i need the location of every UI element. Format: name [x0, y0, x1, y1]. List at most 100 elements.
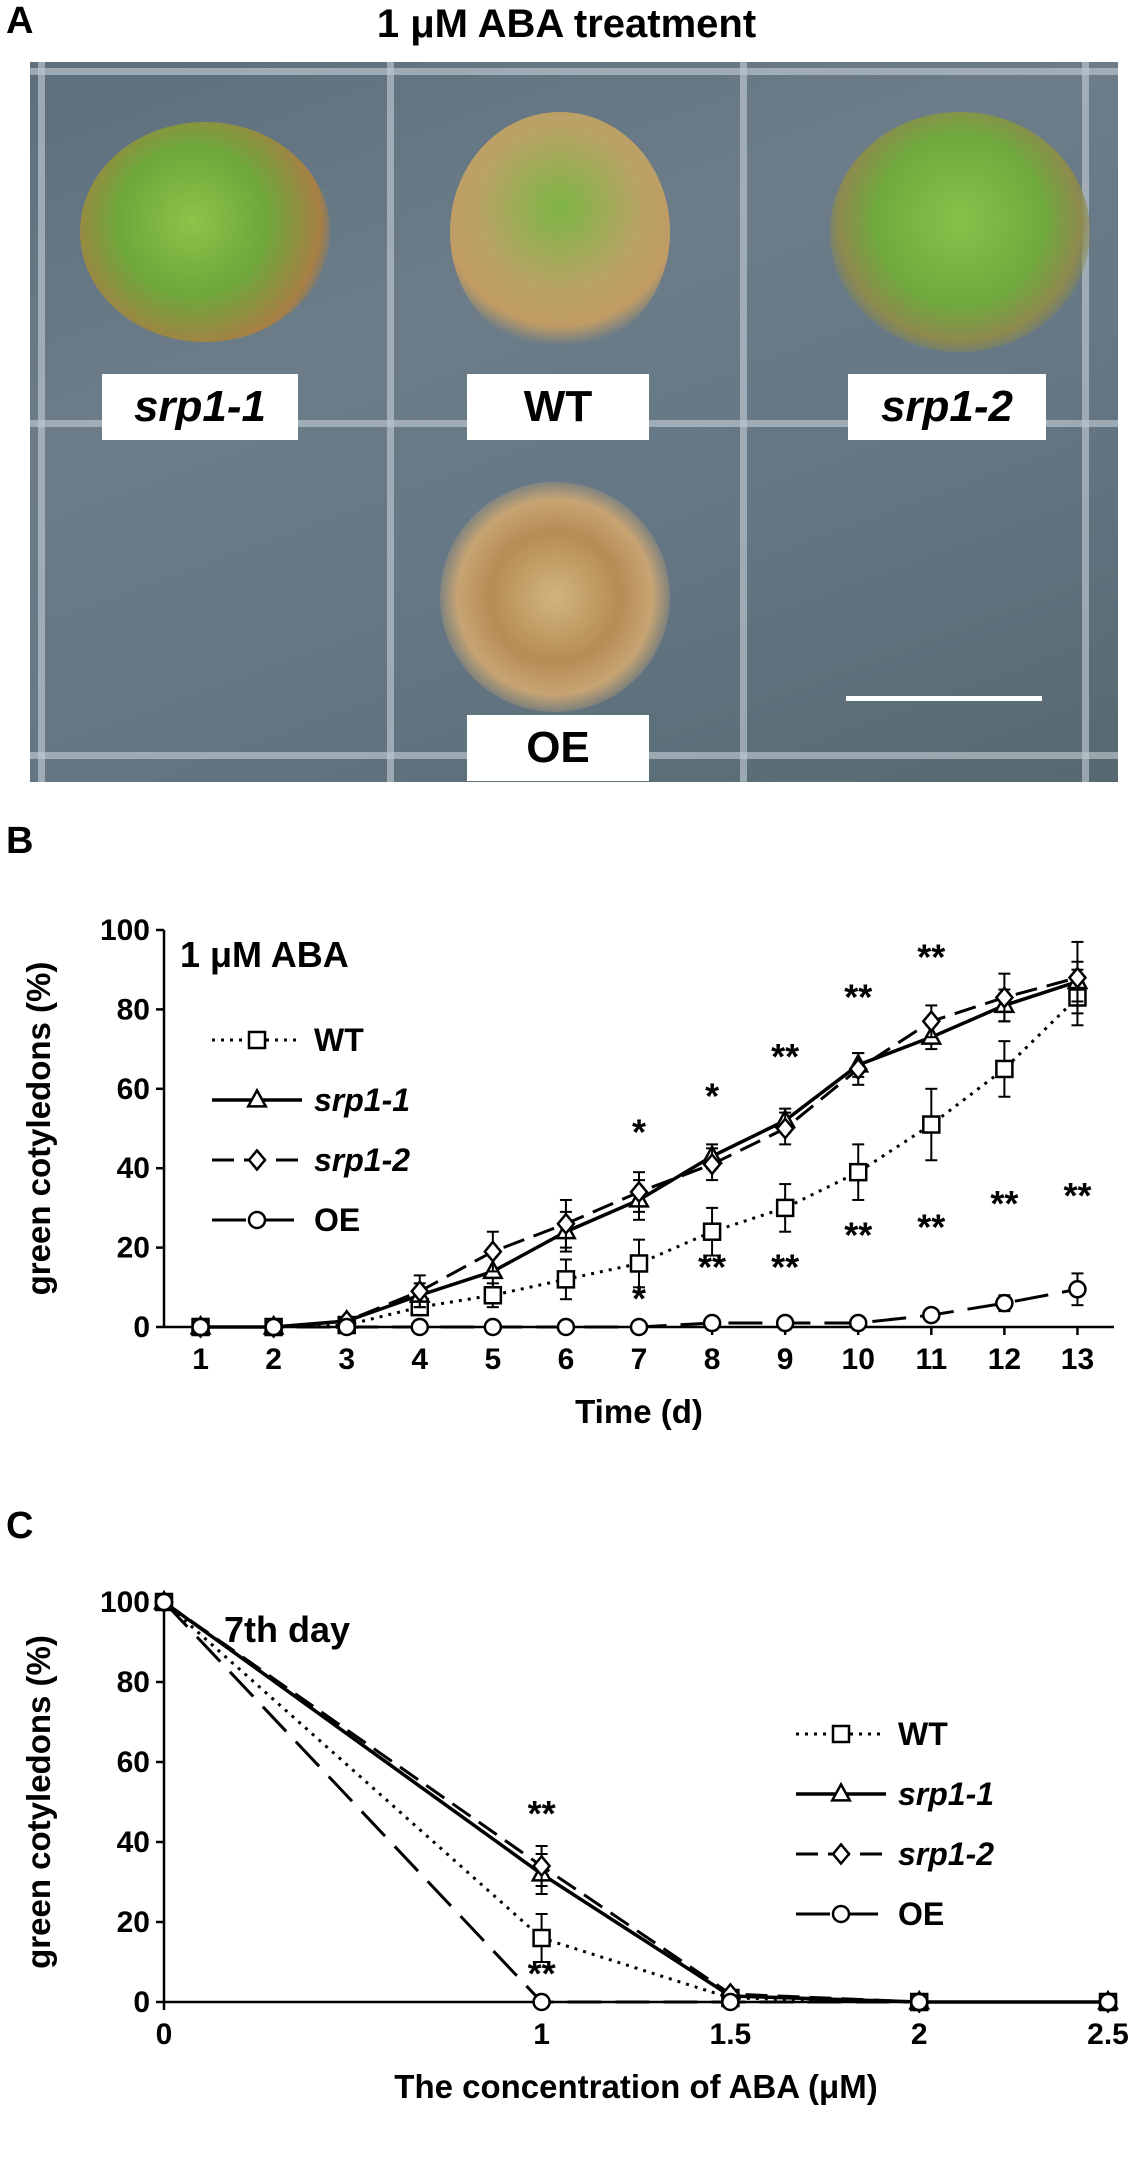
- y-tick-label: 80: [117, 1666, 150, 1699]
- seedling-photo: srp1-1 WT srp1-2 OE: [30, 62, 1118, 782]
- x-tick-label: 4: [411, 1343, 428, 1376]
- data-point-wt: [532, 1928, 551, 1948]
- x-tick-label: 5: [485, 1343, 502, 1376]
- x-tick-label: 0: [156, 2018, 173, 2051]
- significance-mark: **: [844, 976, 872, 1017]
- y-tick-label: 60: [117, 1746, 150, 1779]
- data-point-srp1-2: [921, 1009, 941, 1033]
- chart-annotation: 1 μM ABA: [180, 934, 349, 975]
- data-point-oe: [264, 1317, 283, 1337]
- data-point-oe: [702, 1313, 722, 1333]
- label-wt: WT: [467, 374, 649, 440]
- data-point-wt: [556, 1270, 576, 1289]
- data-point-srp1-2: [410, 1279, 430, 1303]
- data-point-wt: [483, 1285, 503, 1305]
- legend-marker-srp1-1: [830, 1781, 852, 1802]
- legend-label-srp1-2: srp1-2: [314, 1142, 410, 1178]
- y-tick-label: 80: [117, 993, 150, 1026]
- y-tick-label: 100: [100, 914, 150, 947]
- label-srp1-2: srp1-2: [848, 374, 1046, 440]
- data-point-wt: [775, 1198, 795, 1218]
- x-tick-label: 10: [842, 1343, 875, 1376]
- panel-letter-c: C: [6, 1505, 34, 1547]
- data-point-oe: [483, 1317, 503, 1337]
- significance-mark: **: [771, 1246, 799, 1287]
- legend-marker-oe: [247, 1210, 267, 1230]
- data-point-wt: [922, 1115, 941, 1134]
- data-point-srp1-2: [702, 1152, 722, 1176]
- legend-label-srp1-1: srp1-1: [898, 1776, 994, 1812]
- data-point-oe: [532, 1992, 551, 2012]
- significance-mark: **: [771, 1036, 799, 1077]
- data-point-oe: [154, 1592, 174, 1612]
- data-point-wt: [702, 1222, 722, 1241]
- legend-marker-oe: [831, 1904, 851, 1924]
- y-tick-label: 0: [133, 1986, 150, 2019]
- chart-annotation: 7th day: [224, 1609, 350, 1650]
- legend-marker-wt: [247, 1030, 267, 1050]
- panel-letter-b: B: [6, 820, 34, 862]
- significance-mark: **: [1063, 1175, 1091, 1216]
- x-tick-label: 2: [911, 2018, 928, 2051]
- seedlings-srp1-1: [80, 122, 330, 342]
- x-axis-label: Time (d): [575, 1393, 703, 1430]
- photo-title: 1 μM ABA treatment: [376, 2, 757, 46]
- data-point-oe: [556, 1317, 576, 1337]
- y-tick-label: 20: [117, 1906, 150, 1939]
- x-tick-label: 9: [777, 1343, 794, 1376]
- x-tick-label: 13: [1061, 1343, 1094, 1376]
- data-point-oe: [775, 1313, 795, 1333]
- data-point-srp1-2: [629, 1180, 649, 1204]
- data-point-oe: [922, 1305, 941, 1325]
- panel-letter-a: A: [6, 0, 34, 42]
- legend-label-wt: WT: [314, 1022, 364, 1058]
- significance-mark: **: [990, 1183, 1018, 1224]
- seedlings-wt: [450, 112, 670, 352]
- data-point-wt: [995, 1059, 1014, 1079]
- x-tick-label: 3: [338, 1343, 355, 1376]
- significance-mark: **: [528, 1953, 556, 1994]
- legend-label-srp1-2: srp1-2: [898, 1836, 994, 1872]
- y-tick-label: 0: [133, 1311, 150, 1344]
- data-point-srp1-2: [1067, 966, 1088, 990]
- y-tick-label: 40: [117, 1152, 150, 1185]
- x-tick-label: 12: [988, 1343, 1021, 1376]
- data-point-srp1-2: [848, 1057, 868, 1081]
- data-point-srp1-2: [531, 1854, 552, 1878]
- y-tick-label: 60: [117, 1073, 150, 1106]
- x-tick-label: 1: [192, 1343, 209, 1376]
- significance-mark: **: [917, 937, 945, 978]
- data-point-oe: [909, 1992, 929, 2012]
- significance-mark: **: [917, 1207, 945, 1248]
- label-oe: OE: [467, 715, 649, 781]
- legend-label-wt: WT: [898, 1716, 948, 1752]
- x-tick-label: 7: [631, 1343, 648, 1376]
- significance-mark: **: [698, 1246, 726, 1287]
- legend-label-oe: OE: [898, 1896, 944, 1932]
- data-point-oe: [1068, 1280, 1087, 1299]
- data-point-oe: [1098, 1992, 1118, 2012]
- data-point-wt: [848, 1162, 868, 1182]
- x-tick-label: 2.5: [1087, 2018, 1129, 2051]
- data-point-oe: [337, 1317, 356, 1337]
- data-point-oe: [721, 1992, 740, 2012]
- legend-marker-srp1-2: [831, 1842, 851, 1866]
- data-point-oe: [629, 1317, 649, 1337]
- significance-mark: *: [632, 1111, 646, 1152]
- seedlings-srp1-2: [830, 112, 1090, 352]
- legend-marker-srp1-1: [246, 1087, 268, 1108]
- y-tick-label: 20: [117, 1232, 150, 1265]
- significance-mark: *: [632, 1278, 646, 1319]
- data-point-srp1-2: [775, 1116, 795, 1141]
- data-point-oe: [995, 1293, 1014, 1313]
- y-axis-label: green cotyledons (%): [20, 1635, 57, 1969]
- data-point-srp1-2: [483, 1240, 503, 1264]
- x-tick-label: 6: [558, 1343, 575, 1376]
- data-point-srp1-2: [994, 985, 1015, 1010]
- legend-marker-srp1-2: [247, 1148, 267, 1172]
- seedlings-oe: [440, 482, 670, 712]
- y-tick-label: 40: [117, 1826, 150, 1859]
- x-axis-label: The concentration of ABA (μM): [394, 2068, 877, 2105]
- x-tick-label: 2: [265, 1343, 282, 1376]
